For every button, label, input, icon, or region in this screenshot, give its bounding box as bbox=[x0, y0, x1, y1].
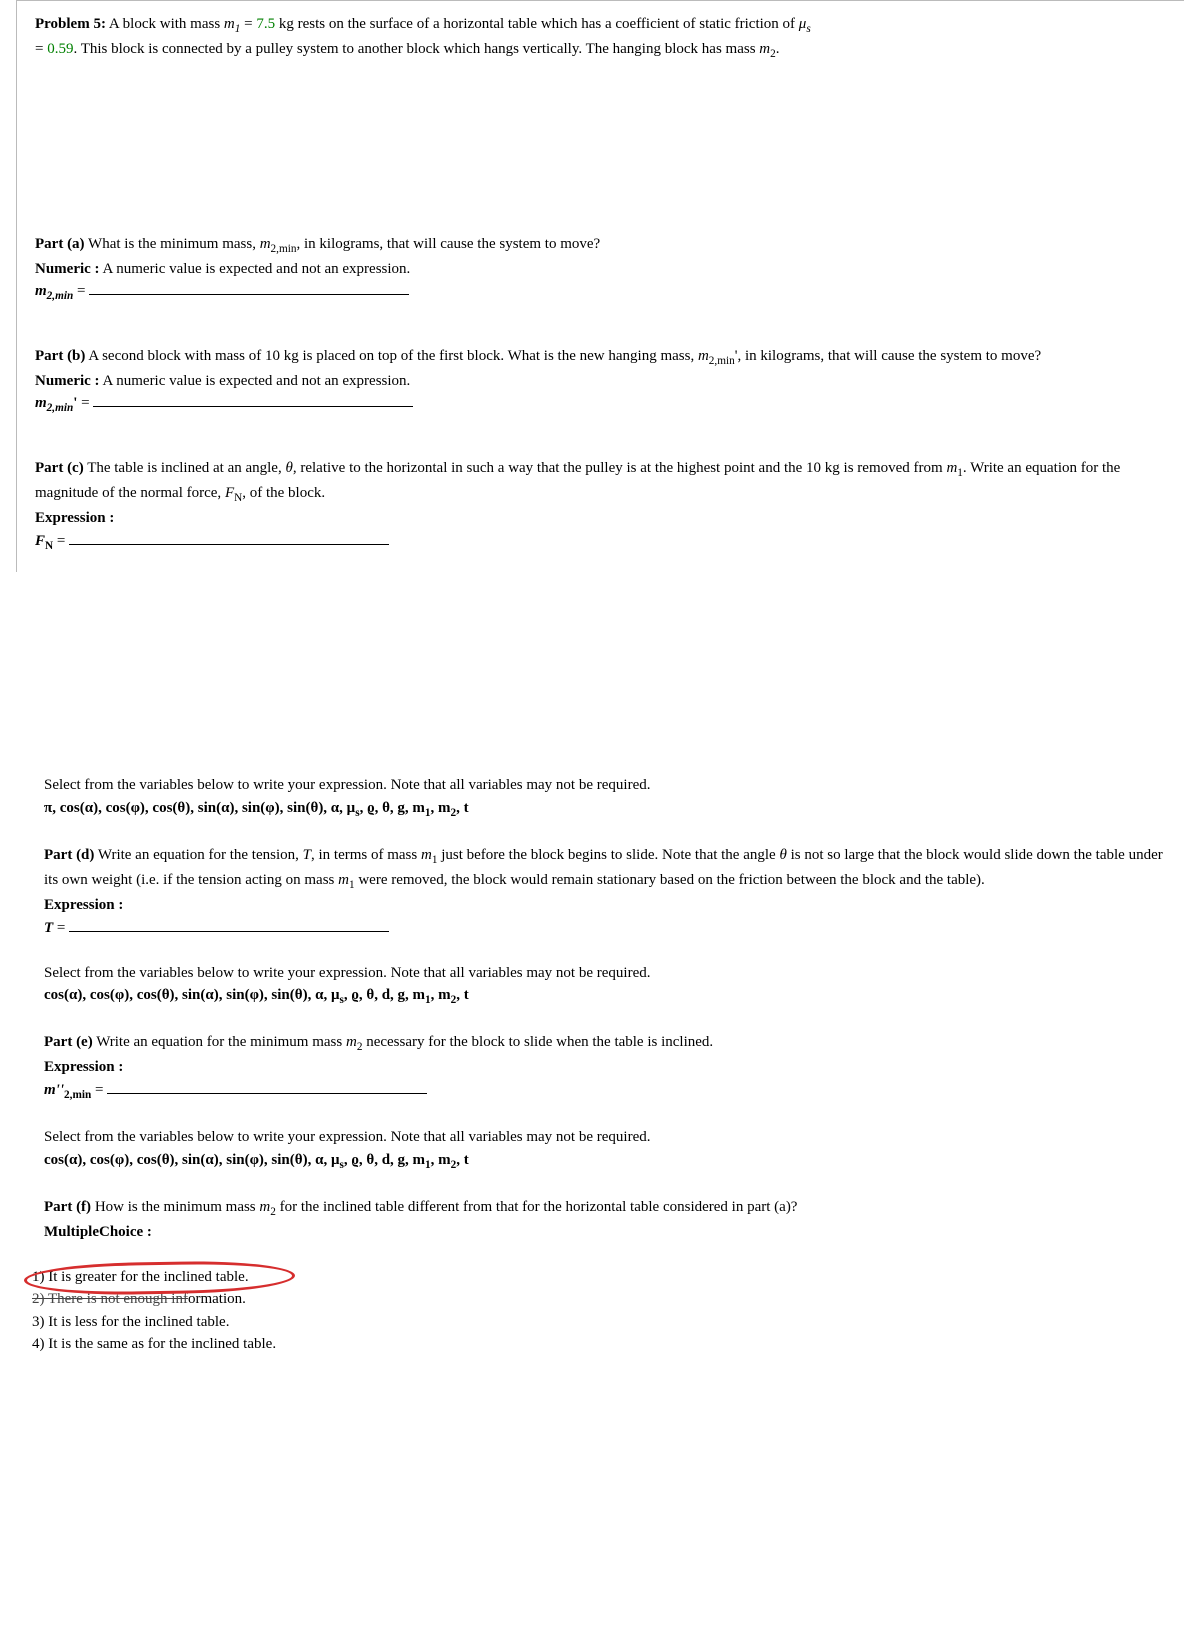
part-e-answer-line[interactable]: m''2,min = bbox=[44, 1079, 1166, 1104]
mc-option-1-selected[interactable]: 1) It is greater for the inclined table. bbox=[32, 1266, 249, 1289]
problem-label: Problem 5: bbox=[35, 16, 106, 32]
part-e-label: Part (e) bbox=[44, 1034, 93, 1050]
part-e: Part (e) Write an equation for the minim… bbox=[44, 1031, 1166, 1103]
part-d: Part (d) Write an equation for the tensi… bbox=[44, 844, 1166, 939]
lower-content: Select from the variables below to write… bbox=[16, 762, 1184, 1374]
blank-line[interactable] bbox=[107, 1079, 427, 1094]
part-d-label: Part (d) bbox=[44, 847, 94, 863]
blank-line[interactable] bbox=[89, 281, 409, 296]
numeric-label: Numeric : bbox=[35, 373, 100, 389]
part-a-label: Part (a) bbox=[35, 236, 85, 252]
part-d-answer-line[interactable]: T = bbox=[44, 917, 1166, 940]
problem-statement: Problem 5: A block with mass m1 = 7.5 kg… bbox=[35, 13, 1166, 63]
blank-line[interactable] bbox=[69, 917, 389, 932]
mc-option-3[interactable]: 3) It is less for the inclined table. bbox=[32, 1311, 1166, 1334]
mc-option-4[interactable]: 4) It is the same as for the inclined ta… bbox=[32, 1333, 1166, 1356]
part-a: Part (a) What is the minimum mass, m2,mi… bbox=[35, 233, 1166, 305]
part-a-answer-line[interactable]: m2,min = bbox=[35, 280, 1166, 305]
mc-option-2[interactable]: 2) There is not enough information. bbox=[32, 1288, 1166, 1311]
part-b-answer-line[interactable]: m2,min' = bbox=[35, 392, 1166, 417]
part-c: Part (c) The table is inclined at an ang… bbox=[35, 457, 1166, 554]
part-c-answer-line[interactable]: FN = bbox=[35, 530, 1166, 555]
expression-label: Expression : bbox=[35, 510, 114, 526]
blank-line[interactable] bbox=[69, 530, 389, 545]
blank-line[interactable] bbox=[93, 393, 413, 408]
expression-label: Expression : bbox=[44, 1059, 123, 1075]
part-b-label: Part (b) bbox=[35, 348, 85, 364]
multiple-choice-label: MultipleChoice : bbox=[44, 1224, 152, 1240]
part-e-variables: Select from the variables below to write… bbox=[44, 1126, 1166, 1173]
expression-label: Expression : bbox=[44, 897, 123, 913]
problem-5: Problem 5: A block with mass m1 = 7.5 kg… bbox=[16, 0, 1184, 572]
part-c-label: Part (c) bbox=[35, 460, 84, 476]
numeric-label: Numeric : bbox=[35, 261, 100, 277]
part-c-variables: Select from the variables below to write… bbox=[44, 774, 1166, 821]
part-d-variables: Select from the variables below to write… bbox=[44, 962, 1166, 1009]
part-f-label: Part (f) bbox=[44, 1199, 91, 1215]
part-b: Part (b) A second block with mass of 10 … bbox=[35, 345, 1166, 417]
part-f: Part (f) How is the minimum mass m2 for … bbox=[44, 1196, 1166, 1356]
